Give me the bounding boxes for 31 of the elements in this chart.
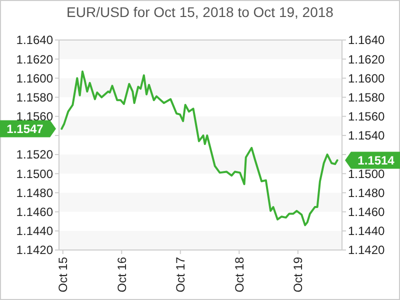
y2-tick-label: 1.1640 (348, 33, 386, 48)
y-tick-label: 1.1620 (16, 52, 54, 66)
y2-tick-label: 1.1580 (348, 90, 386, 104)
line-series (60, 70, 338, 226)
y2-tick-label: 1.1460 (348, 205, 386, 220)
chart-title: EUR/USD for Oct 15, 2018 to Oct 19, 2018 (66, 4, 334, 20)
x-tick-label: Oct 15 (56, 256, 70, 292)
y-tick-label: 1.1500 (16, 166, 54, 181)
y-tick-label: 1.1560 (16, 110, 54, 124)
y-tick-label: 1.1480 (16, 186, 54, 200)
y2-tick-label: 1.1440 (348, 224, 386, 238)
y-tick-label: 1.1640 (16, 33, 54, 48)
y-tick-label: 1.1420 (16, 243, 54, 258)
x-tick-label: Oct 17 (174, 256, 188, 292)
y2-tick-label: 1.1540 (348, 128, 386, 143)
y-tick-label: 1.1460 (16, 205, 54, 220)
annotation: 1.1514 (358, 153, 395, 168)
y-tick-label: 1.1600 (16, 71, 54, 86)
y2-tick-label: 1.1620 (348, 52, 386, 66)
y2-tick-label: 1.1600 (348, 71, 386, 86)
y2-tick-label: 1.1420 (348, 243, 386, 258)
y-tick-label: 1.1440 (16, 224, 54, 238)
x-tick-label: Oct 16 (114, 256, 129, 292)
annotation: 1.1547 (6, 122, 44, 136)
y2-tick-label: 1.1560 (348, 110, 386, 124)
x-tick-label: Oct 18 (232, 256, 246, 292)
y-tick-label: 1.1580 (16, 90, 54, 104)
y-tick-label: 1.1520 (16, 148, 54, 162)
x-tick-label: Oct 19 (291, 256, 306, 292)
y2-tick-label: 1.1480 (348, 186, 386, 200)
y2-tick-label: 1.1500 (348, 166, 386, 181)
